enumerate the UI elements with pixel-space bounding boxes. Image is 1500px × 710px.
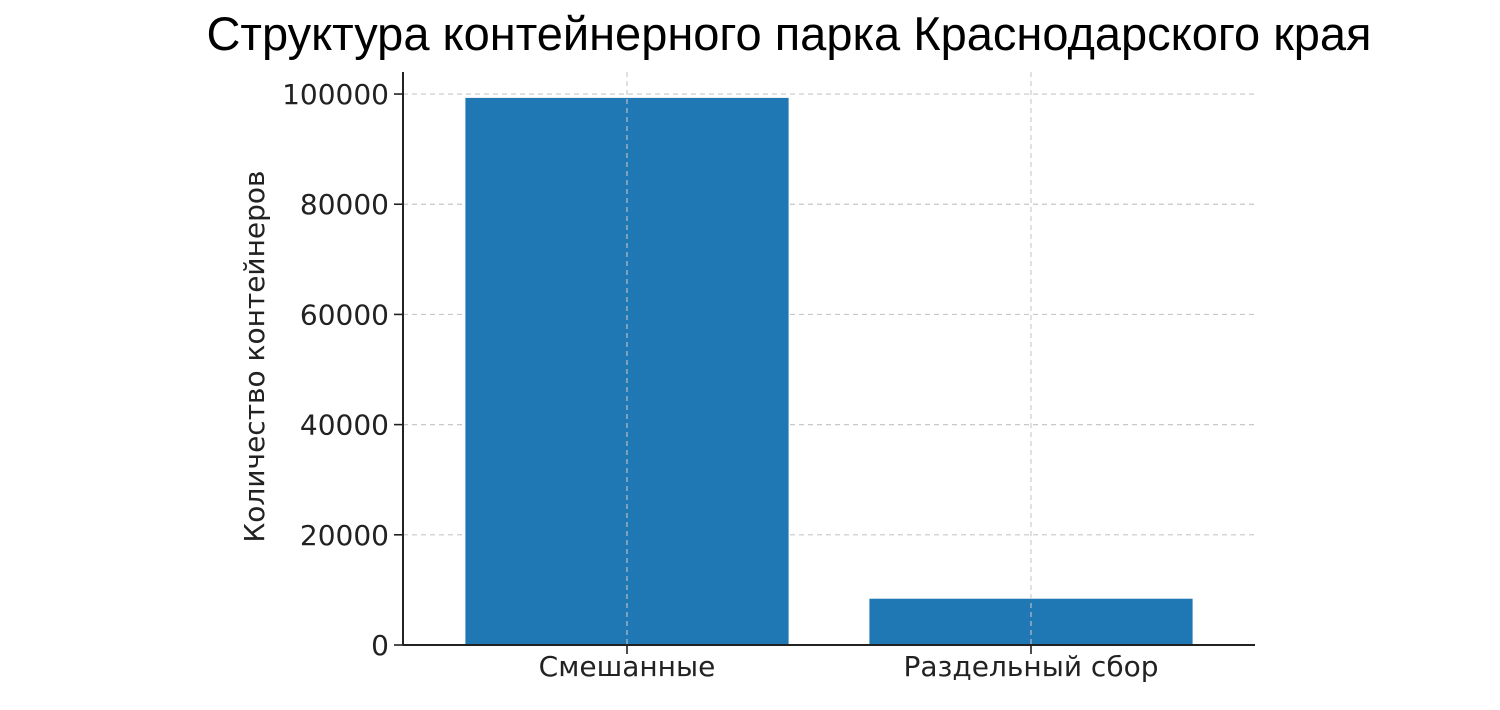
y-tick-label: 40000 [300,409,389,442]
y-tick-label: 100000 [282,78,389,111]
vertical-grid-lines [626,72,1032,645]
grid-lines [403,93,1255,536]
x-tick-label: Смешанные [539,650,716,683]
y-tick-label: 80000 [300,188,389,221]
x-axis-ticks: Смешанные Раздельный сбор [539,645,1159,683]
y-tick-label: 60000 [300,298,389,331]
x-tick-label: Раздельный сбор [904,650,1159,683]
bars [465,97,1193,645]
chart-title: Структура контейнерного парка Краснодарс… [206,7,1372,60]
axes [402,72,1255,646]
y-axis-label: Количество контейнеров [238,170,271,542]
y-tick-label: 0 [371,629,389,662]
y-axis-ticks: 0 20000 40000 60000 80000 100000 [282,78,403,662]
y-tick-label: 20000 [300,519,389,552]
